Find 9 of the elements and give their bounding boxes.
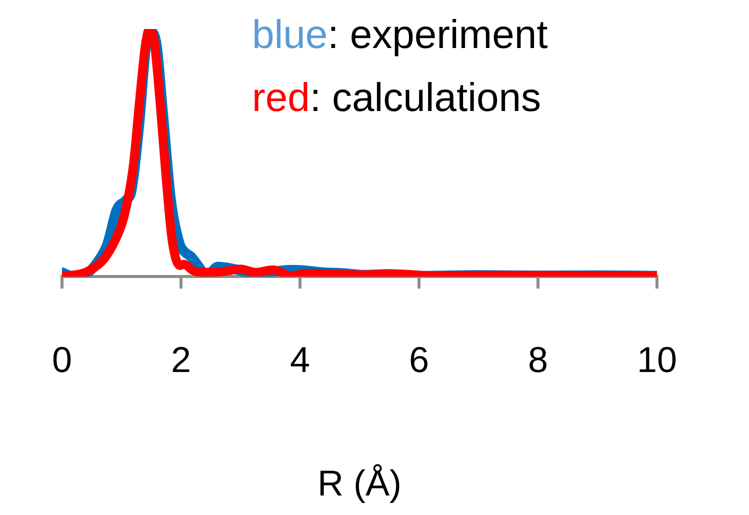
x-tick-label: 2 [170,339,192,380]
annotation: red: calculations [252,76,542,120]
x-tick-label: 0 [52,339,72,380]
x-tick-label: 6 [408,339,430,380]
x-axis-title: R (Å) [318,462,402,504]
annotation: blue: experiment [252,13,548,58]
x-tick-label: 10 [636,339,678,380]
x-tick-label: 4 [290,339,310,380]
x-tick-label: 8 [528,339,548,380]
